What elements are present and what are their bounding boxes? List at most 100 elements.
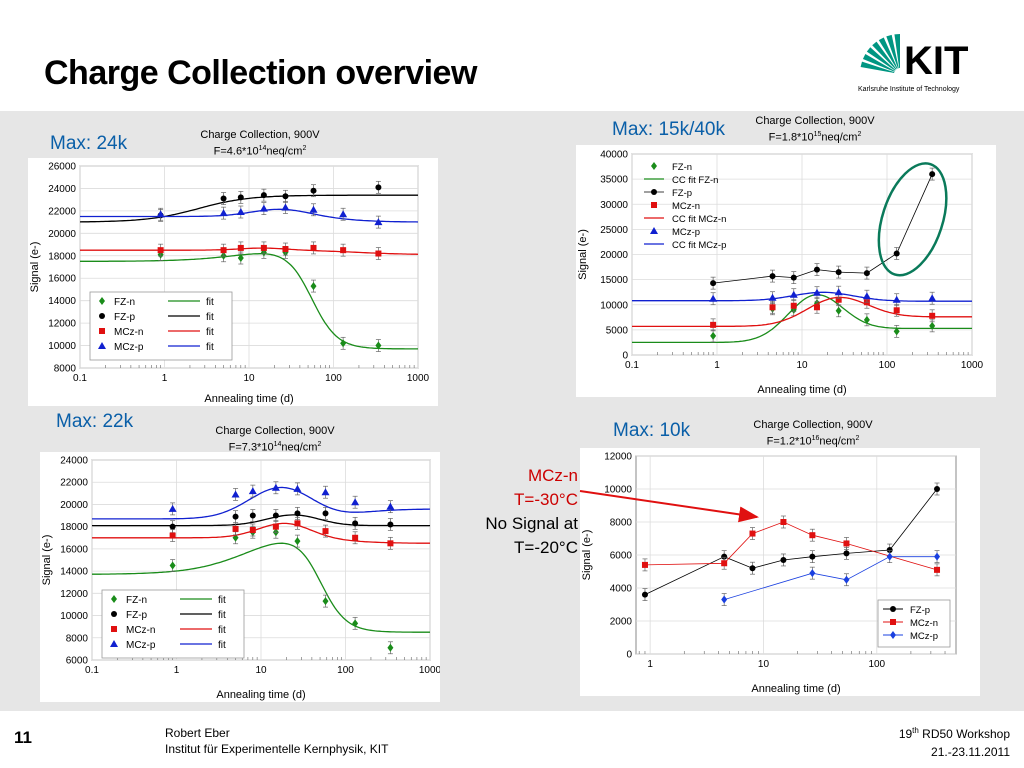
data-point: [710, 331, 717, 340]
data-point: [260, 244, 267, 251]
workshop-sup: th: [912, 726, 919, 735]
fluence-exp: 16: [811, 435, 820, 442]
footer-institute: Institut für Experimentelle Kernphysik, …: [165, 742, 389, 756]
data-point: [352, 619, 359, 628]
data-point: [375, 250, 382, 257]
data-point: [309, 205, 318, 213]
data-point: [813, 266, 820, 273]
fluence-exp2: 2: [855, 435, 860, 442]
y-tick-label: 26000: [48, 162, 76, 173]
y-axis-label: Signal (e-): [29, 242, 41, 293]
x-tick-label: 100: [868, 659, 885, 670]
legend-fit-label: fit: [218, 595, 226, 606]
legend-fit-label: fit: [218, 625, 226, 636]
x-tick-label: 10: [243, 373, 255, 384]
data-point: [835, 306, 842, 315]
data-point: [272, 512, 279, 519]
data-point: [231, 490, 240, 498]
x-tick-label: 10: [758, 659, 770, 670]
y-tick-label: 5000: [606, 325, 629, 336]
data-point: [934, 552, 941, 561]
data-point: [237, 194, 244, 201]
data-point: [351, 498, 360, 506]
legend-label: FZ-p: [672, 188, 692, 199]
y-tick-label: 6000: [610, 551, 633, 562]
data-point: [169, 523, 176, 530]
fit-line: [92, 486, 431, 520]
plot-title-line1: Charge Collection, 900V: [755, 115, 875, 127]
legend-box: [89, 291, 233, 361]
x-tick-label: 1: [174, 665, 180, 676]
fit-line: [92, 542, 430, 633]
fluence-prefix: F=4.6*10: [213, 145, 259, 158]
logo-fan-blade: [862, 54, 895, 72]
plot-title-top-right: Charge Collection, 900V F=1.8*1015neq/cm…: [735, 114, 895, 145]
data-point: [789, 290, 798, 298]
data-point: [843, 550, 850, 557]
legend: FZ-p MCz-n MCz-p: [877, 599, 951, 648]
data-point: [322, 597, 329, 606]
y-tick-label: 10000: [600, 300, 628, 311]
logo-fan-blade: [886, 34, 899, 69]
data-point: [710, 321, 717, 328]
plot-title-bottom-right: Charge Collection, 900V F=1.2*1016neq/cm…: [733, 418, 893, 449]
data-point: [651, 162, 657, 170]
data-point: [294, 510, 301, 517]
logo-fan-blade: [872, 41, 897, 70]
data-point: [169, 532, 176, 539]
annotation: MCz-n T=-30°C No Signal at T=-20°C: [440, 464, 578, 560]
data-point: [259, 204, 268, 212]
fit-line: [80, 208, 419, 223]
data-point: [232, 533, 239, 542]
fluence-suffix: neq/cm: [819, 435, 856, 448]
footer-author: Robert Eber: [165, 726, 230, 740]
data-point: [310, 187, 317, 194]
workshop-number: 19: [898, 727, 913, 741]
data-point: [812, 288, 821, 296]
y-tick-label: 25000: [600, 225, 628, 236]
fluence-prefix: F=1.2*10: [766, 435, 812, 448]
plot-marks: [92, 481, 431, 655]
workshop-name: RD50 Workshop: [918, 727, 1010, 741]
data-point: [386, 502, 395, 510]
data-point: [650, 227, 658, 234]
y-tick-label: 10000: [60, 611, 88, 622]
data-point: [749, 530, 756, 537]
y-tick-label: 24000: [48, 184, 76, 195]
x-tick-label: 1: [162, 373, 168, 384]
series-mcz-p: [632, 285, 972, 307]
highlight-ellipse: [877, 162, 948, 277]
fluence-exp2: 2: [857, 131, 862, 138]
data-point: [220, 247, 227, 254]
y-tick-label: 20000: [60, 500, 88, 511]
y-tick-label: 35000: [600, 175, 628, 186]
legend-fit-label: fit: [206, 327, 214, 338]
data-point: [248, 487, 257, 495]
plot-title-line1: Charge Collection, 900V: [215, 425, 335, 437]
data-point: [237, 244, 244, 251]
y-tick-label: 0: [626, 650, 632, 661]
y-tick-label: 14000: [60, 567, 88, 578]
fluence-exp: 14: [258, 145, 267, 152]
data-point: [156, 210, 165, 218]
grid: [631, 153, 973, 356]
data-point: [310, 282, 317, 291]
legend-box: [101, 589, 245, 659]
data-point: [893, 327, 900, 336]
x-axis-label: Annealing time (d): [204, 393, 293, 405]
legend-label: FZ-n: [126, 595, 147, 606]
data-point: [111, 626, 117, 632]
plot-title-top-left: Charge Collection, 900V F=4.6*1014neq/cm…: [175, 128, 345, 159]
y-tick-label: 10000: [604, 485, 632, 496]
legend-label: MCz-n: [126, 625, 155, 636]
y-tick-label: 12000: [48, 319, 76, 330]
y-tick-label: 22000: [60, 478, 88, 489]
series-line: [713, 173, 933, 284]
annotation-line2: T=-30°C: [514, 490, 578, 509]
data-point: [99, 313, 105, 319]
fit-line: [92, 522, 430, 544]
legend-fit-label: fit: [218, 610, 226, 621]
y-tick-label: 20000: [600, 250, 628, 261]
x-tick-label: 0.1: [73, 373, 87, 384]
max-label-top-left: Max: 24k: [50, 133, 128, 154]
